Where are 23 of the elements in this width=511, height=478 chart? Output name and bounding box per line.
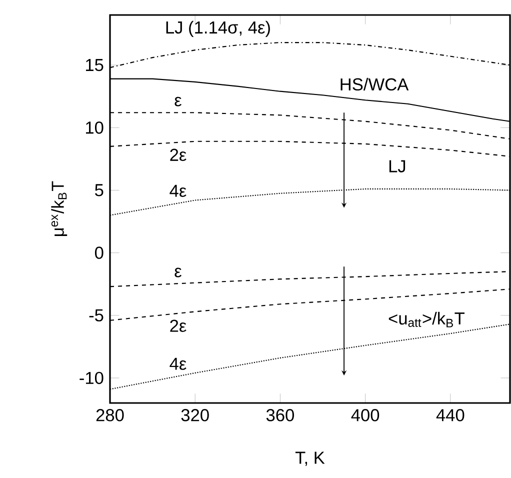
x-tick-label: 280 [96, 409, 124, 422]
series-label: ε [174, 268, 182, 278]
x-axis-title: T, K [295, 452, 325, 466]
x-tick-label: 400 [351, 409, 380, 422]
series-label: LJ (1.14σ, 4ε) [166, 20, 270, 38]
series-label: 2ε [170, 320, 186, 332]
series-label: 4ε [170, 358, 186, 370]
y-axis-title: μ$^{ex}$/k$_{B}$T [51, 181, 68, 236]
annotation: LJ [389, 160, 406, 172]
x-tick-label: 440 [436, 409, 464, 422]
series-label: ε [174, 96, 182, 106]
series-label: HS/WCA [340, 78, 409, 91]
y-tick-label: 10 [86, 122, 104, 134]
x-tick-label: 360 [266, 409, 294, 422]
y-tick-label: 5 [95, 184, 104, 196]
x-tick-label: 320 [181, 409, 209, 422]
annotation: <u$_{att}$>/k$_{B}$T [388, 312, 464, 328]
y-tick-label: -10 [80, 372, 104, 384]
y-tick-label: 15 [86, 59, 104, 72]
series-label: 2ε [170, 148, 186, 161]
y-tick-label: 0 [94, 246, 104, 259]
series-label: 4ε [170, 184, 186, 197]
y-tick-label: -5 [89, 309, 104, 322]
